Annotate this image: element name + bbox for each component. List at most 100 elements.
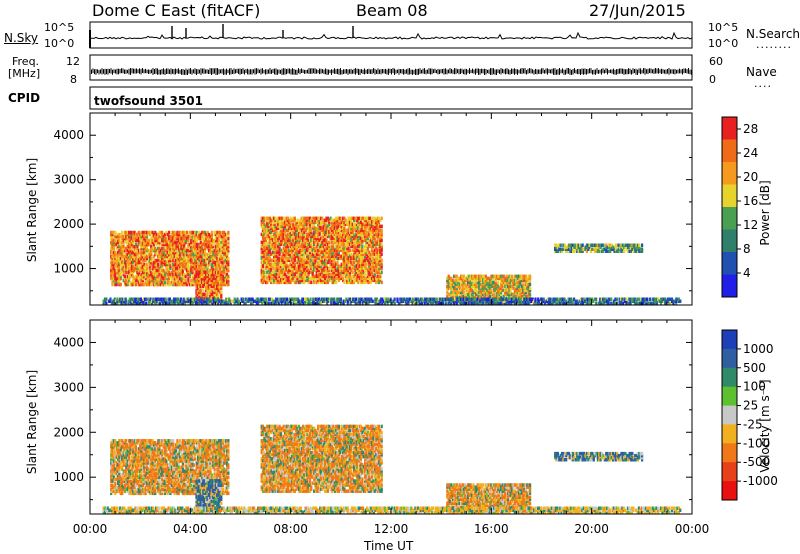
echo-cell [268, 256, 271, 261]
echo-cell [288, 278, 291, 283]
echo-cell [370, 244, 374, 249]
echo-cell [165, 264, 168, 269]
echo-cell [448, 286, 452, 291]
echo-cell [216, 236, 219, 241]
echo-cell [365, 244, 368, 249]
echo-cell [355, 242, 358, 247]
echo-cell [166, 260, 169, 265]
echo-cell [263, 238, 266, 243]
echo-cell [268, 230, 271, 235]
echo-cell [369, 226, 372, 231]
echo-cell [170, 242, 173, 247]
echo-cell [292, 264, 295, 269]
echo-cell [299, 268, 302, 273]
echo-cell [118, 238, 121, 243]
echo-cell [333, 266, 336, 271]
echo-cell [261, 218, 265, 223]
echo-cell [114, 254, 117, 259]
echo-cell [295, 222, 298, 227]
echo-cell [220, 248, 223, 253]
echo-cell [322, 278, 325, 283]
echo-cell [458, 282, 461, 287]
echo-cell [324, 240, 327, 245]
echo-cell [296, 220, 299, 225]
echo-cell [500, 290, 503, 295]
echo-cell [201, 250, 204, 255]
echo-cell [368, 244, 371, 249]
echo-cell [480, 292, 483, 297]
echo-cell [295, 280, 298, 285]
echo-cell [205, 288, 208, 293]
echo-cell [494, 278, 497, 283]
echo-cell [380, 224, 383, 229]
echo-cell [348, 270, 352, 275]
echo-cell [143, 232, 146, 237]
echo-cell [213, 230, 216, 235]
echo-cell [211, 290, 215, 295]
echo-cell [313, 242, 316, 247]
echo-cell [377, 280, 380, 285]
echo-cell [159, 272, 162, 277]
echo-cell [173, 242, 176, 247]
echo-cell [177, 250, 180, 255]
echo-cell [270, 272, 273, 277]
echo-cell [475, 282, 478, 287]
echo-cell [288, 242, 291, 247]
echo-cell [147, 282, 150, 287]
echo-cell [165, 276, 168, 281]
echo-cell [332, 232, 335, 237]
echo-cell [219, 246, 222, 251]
echo-cell [373, 238, 376, 243]
echo-cell [129, 256, 132, 261]
echo-cell [358, 240, 361, 245]
echo-cell [195, 230, 198, 235]
echo-cell [483, 284, 486, 289]
echo-cell [319, 226, 323, 231]
echo-cell [210, 266, 213, 271]
echo-cell [292, 240, 295, 245]
noise-search-label: N.Search [746, 27, 800, 41]
echo-cell [227, 250, 230, 255]
echo-cell [166, 254, 169, 259]
echo-cell [110, 242, 113, 247]
echo-cell [366, 224, 369, 229]
echo-cell [226, 264, 229, 269]
echo-cell [368, 224, 371, 229]
echo-cell [274, 234, 277, 239]
echo-cell [343, 262, 346, 267]
echo-cell [348, 268, 352, 273]
echo-cell [329, 234, 332, 239]
echo-cell [318, 222, 321, 227]
echo-cell [304, 238, 307, 243]
echo-cell [313, 234, 316, 239]
echo-cell [522, 294, 525, 299]
echo-cell [197, 248, 200, 253]
echo-cell [270, 264, 273, 269]
echo-cell [505, 278, 508, 283]
echo-cell [277, 250, 280, 255]
echo-cell [517, 280, 521, 285]
echo-cell [522, 278, 525, 283]
echo-cell [489, 294, 492, 299]
echo-cell [290, 276, 294, 281]
echo-cell [295, 250, 298, 255]
echo-cell [302, 238, 305, 243]
echo-cell [376, 234, 379, 239]
echo-cell [115, 238, 118, 243]
echo-cell [337, 278, 340, 283]
echo-cell [325, 252, 328, 257]
echo-cell [330, 218, 334, 223]
echo-cell [335, 254, 338, 259]
echo-cell [339, 276, 342, 281]
echo-cell [213, 240, 216, 245]
echo-cell [198, 244, 201, 249]
echo-cell [333, 240, 336, 245]
echo-cell [353, 278, 356, 283]
echo-cell [205, 262, 208, 267]
echo-cell [141, 274, 144, 279]
echo-cell [110, 268, 113, 273]
echo-cell [332, 240, 335, 245]
echo-cell [143, 246, 146, 251]
echo-cell [282, 220, 285, 225]
echo-cell [122, 254, 125, 259]
